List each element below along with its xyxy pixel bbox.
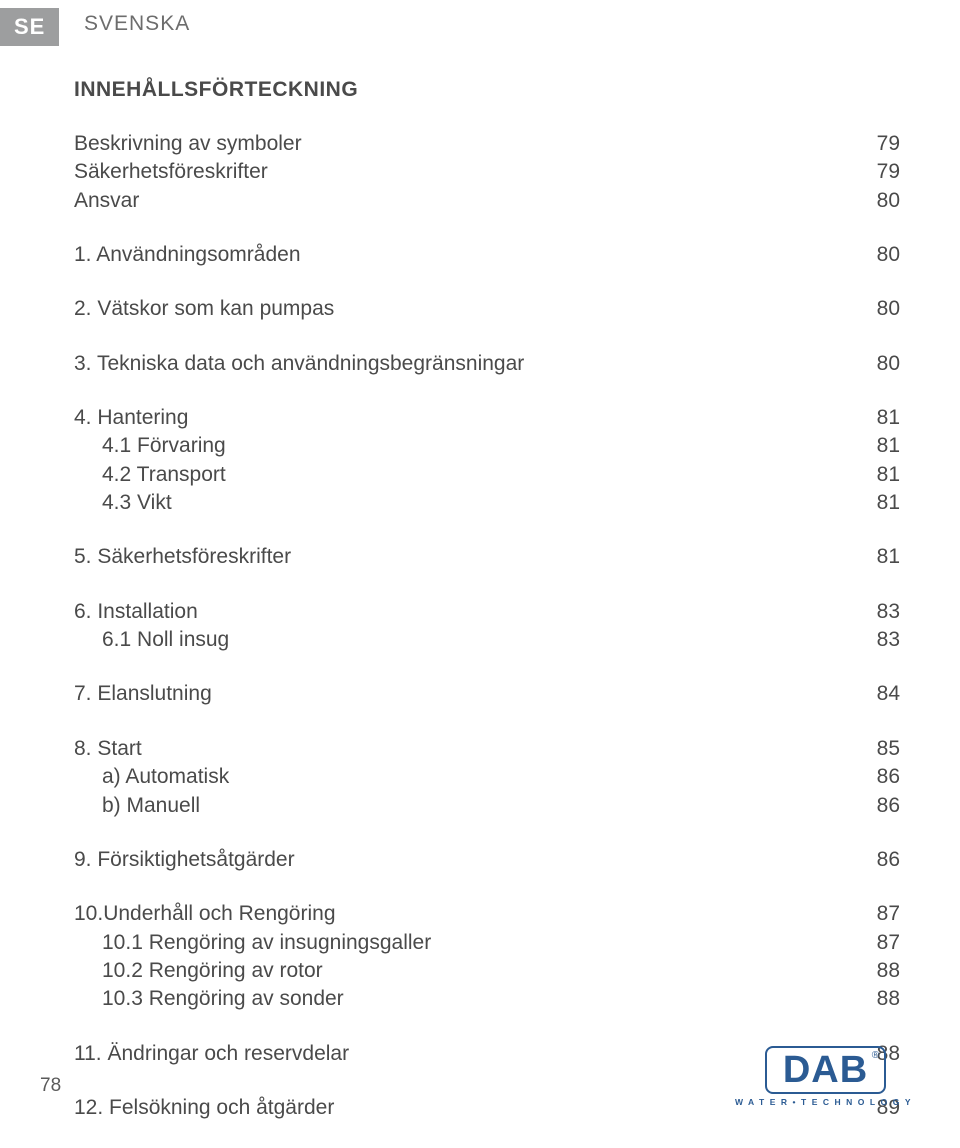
toc-page: 83 — [850, 598, 900, 626]
toc-group: Beskrivning av symboler79Säkerhetsföresk… — [74, 130, 900, 215]
logo-text: DAB — [783, 1049, 868, 1091]
toc-label: a) Automatisk — [74, 763, 850, 791]
toc-page: 88 — [850, 985, 900, 1013]
toc-row: Säkerhetsföreskrifter79 — [74, 158, 900, 186]
toc-label: b) Manuell — [74, 792, 850, 820]
toc-label: 6. Installation — [74, 598, 850, 626]
toc-page: 81 — [850, 543, 900, 571]
page-number: 78 — [40, 1075, 61, 1097]
toc-list: Beskrivning av symboler79Säkerhetsföresk… — [74, 130, 900, 1122]
toc-row: 2. Vätskor som kan pumpas80 — [74, 295, 900, 323]
page-title: INNEHÅLLSFÖRTECKNING — [74, 78, 900, 102]
toc-row: 4.2 Transport81 — [74, 461, 900, 489]
toc-page: 80 — [850, 295, 900, 323]
logo-subtitle: WATER•TECHNOLOGY — [735, 1097, 916, 1107]
toc-group: 5. Säkerhetsföreskrifter81 — [74, 543, 900, 571]
toc-row: 9. Försiktighetsåtgärder86 — [74, 846, 900, 874]
toc-page: 79 — [850, 158, 900, 186]
toc-label: Säkerhetsföreskrifter — [74, 158, 850, 186]
toc-label: 4.3 Vikt — [74, 489, 850, 517]
toc-page: 81 — [850, 489, 900, 517]
toc-page: 87 — [850, 929, 900, 957]
toc-row: 4.1 Förvaring81 — [74, 432, 900, 460]
toc-label: Beskrivning av symboler — [74, 130, 850, 158]
toc-page: 83 — [850, 626, 900, 654]
toc-group: 3. Tekniska data och användningsbegränsn… — [74, 350, 900, 378]
toc-label: 10.1 Rengöring av insugningsgaller — [74, 929, 850, 957]
toc-label: 10.Underhåll och Rengöring — [74, 900, 850, 928]
toc-row: 6.1 Noll insug83 — [74, 626, 900, 654]
toc-label: 7. Elanslutning — [74, 680, 850, 708]
toc-page: 80 — [850, 187, 900, 215]
toc-group: 1. Användningsområden80 — [74, 241, 900, 269]
toc-page: 80 — [850, 350, 900, 378]
toc-label: 11. Ändringar och reservdelar — [74, 1040, 850, 1068]
toc-group: 2. Vätskor som kan pumpas80 — [74, 295, 900, 323]
toc-row: b) Manuell86 — [74, 792, 900, 820]
toc-label: 10.2 Rengöring av rotor — [74, 957, 850, 985]
toc-row: 10.1 Rengöring av insugningsgaller87 — [74, 929, 900, 957]
toc-label: 4.2 Transport — [74, 461, 850, 489]
toc-page: 84 — [850, 680, 900, 708]
toc-group: 8. Start85a) Automatisk86b) Manuell86 — [74, 735, 900, 820]
toc-label: 8. Start — [74, 735, 850, 763]
toc-label: 4.1 Förvaring — [74, 432, 850, 460]
toc-page: 80 — [850, 241, 900, 269]
toc-page: 87 — [850, 900, 900, 928]
toc-row: Beskrivning av symboler79 — [74, 130, 900, 158]
toc-label: 12. Felsökning och åtgärder — [74, 1094, 850, 1122]
toc-group: 9. Försiktighetsåtgärder86 — [74, 846, 900, 874]
toc-group: 4. Hantering814.1 Förvaring814.2 Transpo… — [74, 404, 900, 517]
toc-content: INNEHÅLLSFÖRTECKNING Beskrivning av symb… — [74, 78, 900, 1148]
toc-page: 85 — [850, 735, 900, 763]
toc-page: 86 — [850, 792, 900, 820]
toc-label: 4. Hantering — [74, 404, 850, 432]
toc-label: 1. Användningsområden — [74, 241, 850, 269]
logo-box: DAB ® — [765, 1046, 886, 1094]
toc-row: 10.Underhåll och Rengöring87 — [74, 900, 900, 928]
registered-icon: ® — [872, 1050, 879, 1061]
toc-row: 10.3 Rengöring av sonder88 — [74, 985, 900, 1013]
toc-label: 2. Vätskor som kan pumpas — [74, 295, 850, 323]
toc-page: 79 — [850, 130, 900, 158]
toc-row: 5. Säkerhetsföreskrifter81 — [74, 543, 900, 571]
toc-label: 9. Försiktighetsåtgärder — [74, 846, 850, 874]
toc-row: 3. Tekniska data och användningsbegränsn… — [74, 350, 900, 378]
toc-page: 86 — [850, 846, 900, 874]
toc-page: 86 — [850, 763, 900, 791]
toc-label: 5. Säkerhetsföreskrifter — [74, 543, 850, 571]
toc-page: 81 — [850, 432, 900, 460]
toc-row: 4. Hantering81 — [74, 404, 900, 432]
toc-row: 6. Installation83 — [74, 598, 900, 626]
toc-label: 10.3 Rengöring av sonder — [74, 985, 850, 1013]
toc-row: 1. Användningsområden80 — [74, 241, 900, 269]
toc-group: 10.Underhåll och Rengöring8710.1 Rengöri… — [74, 900, 900, 1013]
toc-page: 81 — [850, 404, 900, 432]
toc-label: Ansvar — [74, 187, 850, 215]
language-tab: SE — [0, 8, 59, 46]
toc-group: 7. Elanslutning84 — [74, 680, 900, 708]
toc-row: 4.3 Vikt81 — [74, 489, 900, 517]
toc-page: 81 — [850, 461, 900, 489]
language-name: SVENSKA — [84, 12, 190, 36]
toc-row: Ansvar80 — [74, 187, 900, 215]
toc-label: 6.1 Noll insug — [74, 626, 850, 654]
toc-group: 6. Installation836.1 Noll insug83 — [74, 598, 900, 655]
toc-row: 10.2 Rengöring av rotor88 — [74, 957, 900, 985]
toc-row: 8. Start85 — [74, 735, 900, 763]
toc-label: 3. Tekniska data och användningsbegränsn… — [74, 350, 850, 378]
toc-page: 88 — [850, 957, 900, 985]
toc-row: a) Automatisk86 — [74, 763, 900, 791]
brand-logo: DAB ® WATER•TECHNOLOGY — [735, 1046, 916, 1107]
toc-row: 7. Elanslutning84 — [74, 680, 900, 708]
